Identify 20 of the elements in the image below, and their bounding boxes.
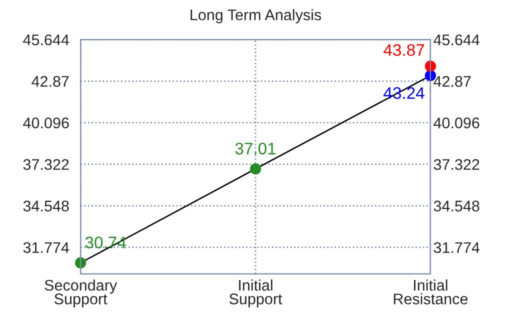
y2-tick-label: 45.644 [434, 34, 480, 46]
y-tick-label: 31.774 [23, 242, 70, 254]
y2-tick-label: 31.774 [434, 242, 480, 254]
x-tick-label: Initial Resistance [394, 279, 468, 304]
point [250, 163, 262, 174]
y-tick-label: 45.644 [23, 34, 70, 46]
y2-tick-label: 40.096 [434, 118, 480, 128]
y-tick-label: 40.096 [23, 118, 69, 128]
data-label: 43.87 [384, 44, 424, 56]
y-tick-label: 37.322 [23, 159, 69, 170]
x-tick-label: Secondary Support [44, 279, 118, 308]
y2-tick-label: 42.87 [434, 76, 471, 87]
point [424, 60, 436, 72]
chart-title: Long Term Analysis [190, 9, 322, 24]
y2-tick-label: 37.322 [434, 159, 480, 170]
data-label: 37.01 [235, 142, 276, 155]
y-tick-label: 34.548 [23, 200, 69, 212]
y-tick-label: 42.87 [32, 76, 69, 87]
y2-tick-label: 34.548 [434, 200, 480, 212]
x-tick-label: Initial Support [229, 279, 282, 308]
